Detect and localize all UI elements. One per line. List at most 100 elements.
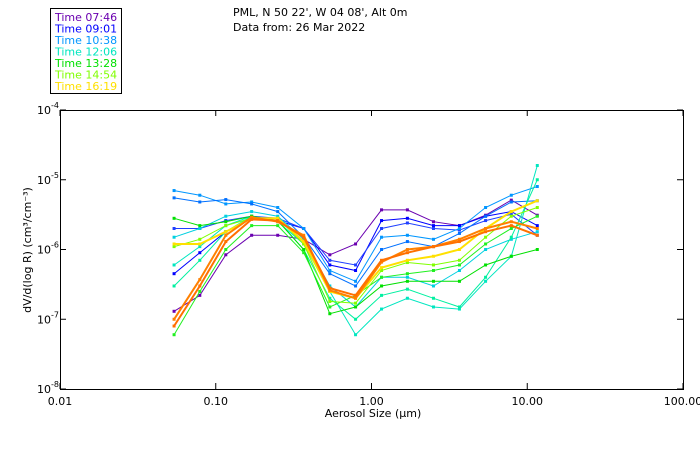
header-location: PML, N 50 22', W 04 08', Alt 0m	[233, 6, 407, 19]
data-point	[354, 293, 358, 297]
plot-area	[172, 164, 539, 337]
data-point	[224, 248, 228, 251]
data-point	[457, 305, 461, 309]
series-line	[173, 218, 538, 327]
data-point	[431, 224, 435, 228]
x-tick-label: 10.00	[512, 395, 544, 408]
data-point	[535, 199, 539, 203]
data-point	[302, 235, 306, 239]
data-point	[457, 263, 461, 267]
data-point	[198, 245, 202, 249]
data-point	[198, 251, 202, 255]
data-point	[380, 260, 384, 264]
data-point	[509, 214, 513, 218]
data-point	[302, 233, 306, 237]
data-point	[328, 288, 332, 292]
data-point	[535, 206, 539, 210]
data-point	[354, 296, 358, 300]
data-point	[509, 237, 513, 241]
data-point	[328, 299, 332, 303]
series-line	[174, 197, 538, 287]
data-point	[405, 221, 409, 225]
data-point	[224, 220, 228, 224]
data-point	[509, 227, 513, 231]
data-point	[405, 261, 409, 265]
data-point	[328, 312, 332, 316]
data-point	[509, 198, 513, 202]
data-point	[535, 214, 539, 218]
data-point	[509, 210, 513, 214]
data-point	[509, 193, 513, 197]
data-point	[484, 275, 488, 279]
data-point	[457, 231, 461, 235]
data-point	[380, 293, 384, 297]
data-point	[224, 233, 228, 237]
x-tick-label: 0.01	[48, 395, 73, 408]
data-point	[484, 227, 488, 231]
data-point	[276, 214, 280, 218]
x-tick-label: 1.00	[359, 395, 384, 408]
data-point	[380, 284, 384, 288]
series-13	[172, 217, 539, 328]
y-tick-exponent: -4	[51, 101, 59, 110]
data-point	[405, 251, 409, 255]
data-point	[302, 242, 306, 246]
y-tick-exponent: -8	[51, 380, 59, 389]
data-point	[224, 214, 228, 218]
data-point	[405, 208, 409, 212]
data-point	[172, 317, 176, 321]
data-point	[457, 279, 461, 283]
data-point	[354, 279, 358, 283]
data-point	[250, 224, 254, 228]
data-point	[431, 237, 435, 241]
data-point	[431, 305, 435, 309]
data-point	[457, 227, 461, 231]
data-point	[431, 227, 435, 231]
data-point	[535, 227, 539, 231]
data-point	[535, 230, 539, 234]
legend-box	[50, 8, 122, 94]
legend-entry: Time 16:19	[54, 80, 117, 93]
data-point	[431, 296, 435, 300]
data-point	[354, 305, 358, 309]
data-point	[509, 220, 513, 224]
data-point	[354, 317, 358, 321]
data-point	[198, 258, 202, 262]
data-point	[457, 268, 461, 272]
data-point	[224, 230, 228, 234]
data-point	[224, 224, 228, 228]
data-point	[198, 227, 202, 231]
y-tick-label: 10-6	[37, 241, 59, 257]
data-point	[484, 242, 488, 246]
data-point	[276, 206, 280, 210]
data-point	[457, 258, 461, 262]
data-point	[457, 307, 461, 311]
plot-frame	[60, 110, 684, 390]
x-tick-label: 0.10	[204, 395, 229, 408]
data-point	[484, 206, 488, 210]
legend-entry: Time 07:46	[54, 11, 117, 24]
data-point	[224, 198, 228, 202]
data-point	[302, 227, 306, 231]
data-point	[172, 196, 176, 200]
y-tick-exponent: -6	[51, 241, 59, 250]
data-point	[328, 258, 332, 262]
data-point	[457, 228, 461, 232]
legend-entry: Time 13:28	[54, 57, 117, 70]
data-point	[224, 202, 228, 206]
data-point	[276, 224, 280, 228]
data-point	[457, 224, 461, 228]
data-point	[328, 305, 332, 309]
data-point	[484, 279, 488, 283]
series-12	[172, 215, 539, 321]
data-point	[535, 178, 539, 182]
data-point	[535, 248, 539, 251]
data-point	[457, 248, 461, 251]
data-point	[509, 224, 513, 228]
header-date: Data from: 26 Mar 2022	[233, 21, 365, 34]
data-point	[431, 279, 435, 283]
data-point	[484, 235, 488, 239]
data-point	[535, 224, 539, 228]
data-point	[380, 248, 384, 251]
data-point	[354, 263, 358, 267]
